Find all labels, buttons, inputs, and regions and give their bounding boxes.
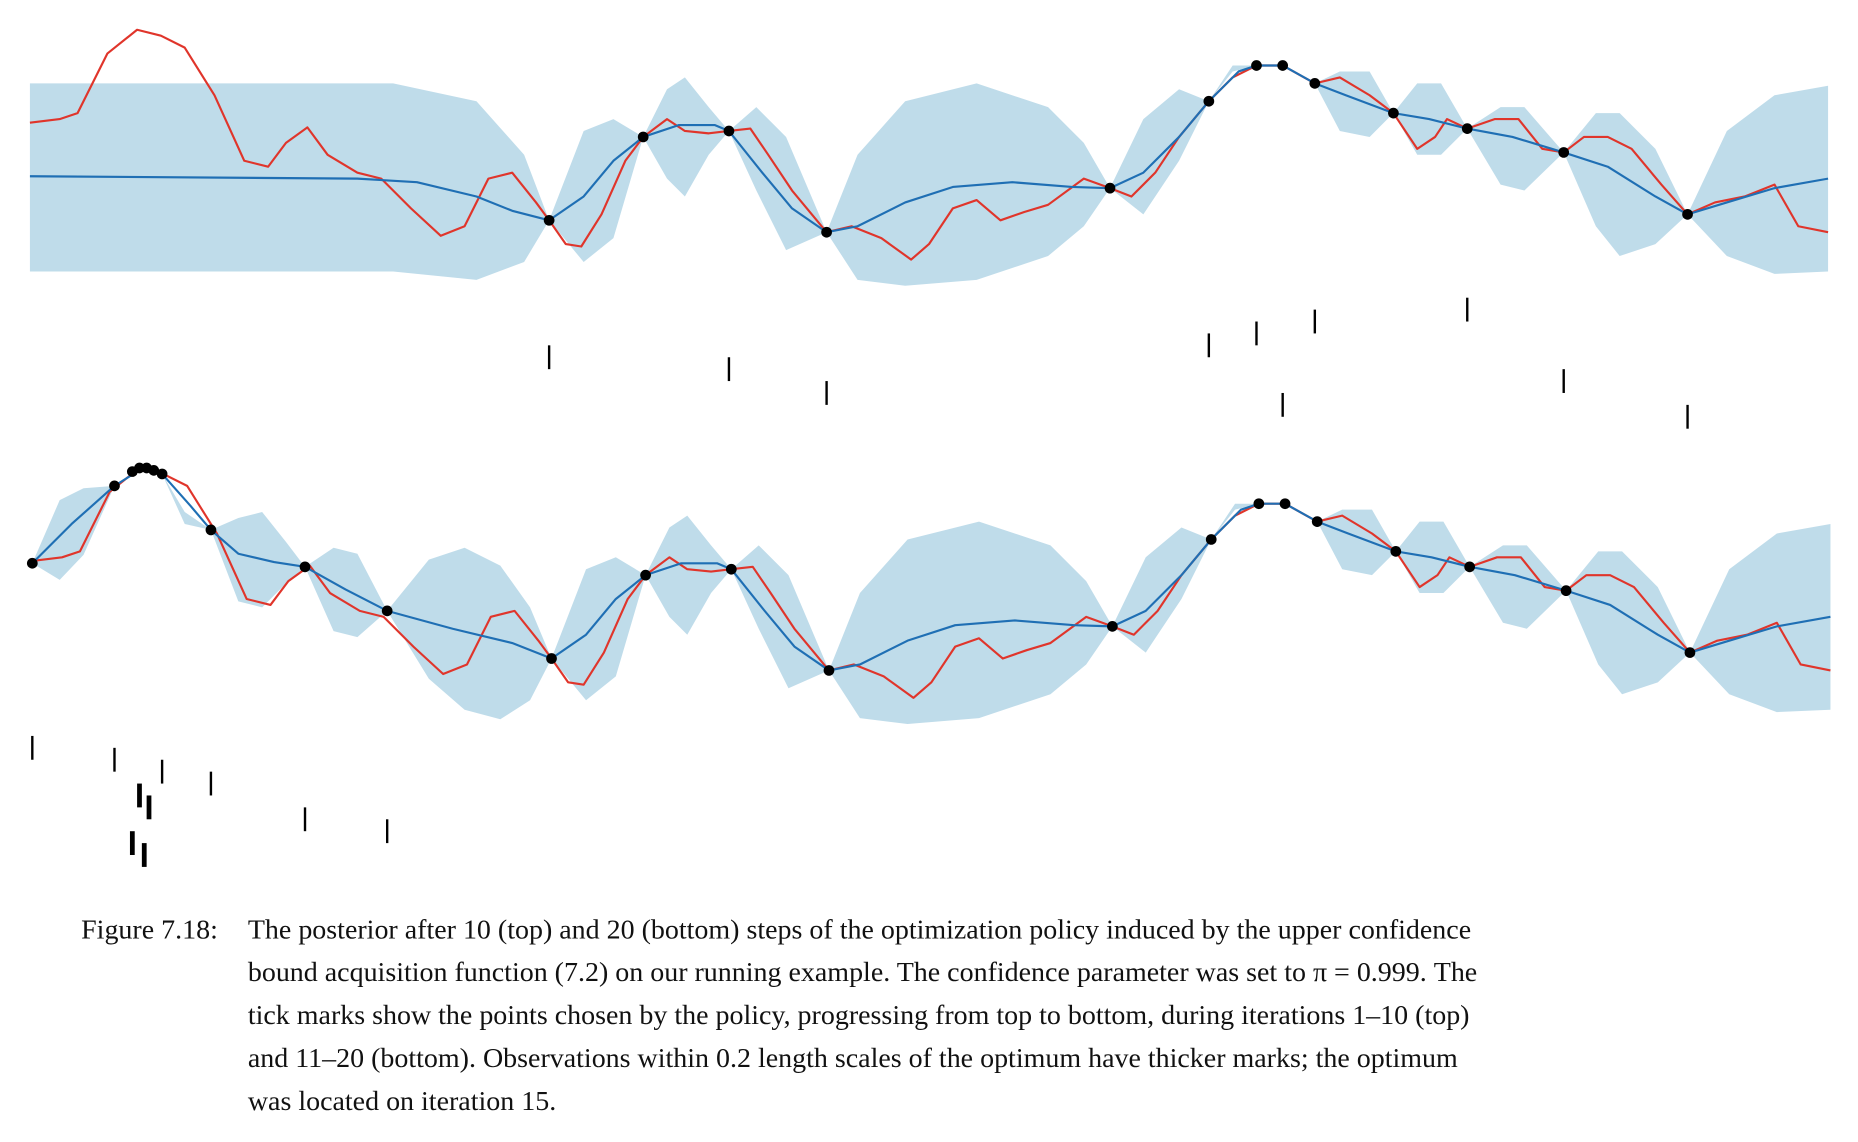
observation xyxy=(637,131,649,143)
objective-line xyxy=(32,466,1831,699)
observation xyxy=(1461,123,1473,134)
observation xyxy=(1277,60,1289,71)
observation xyxy=(543,214,555,226)
observation xyxy=(821,226,832,238)
observation xyxy=(148,465,160,476)
observation xyxy=(26,557,38,569)
objective-line xyxy=(29,28,1829,261)
observation xyxy=(205,524,217,536)
credible-band xyxy=(32,467,1831,725)
observation xyxy=(1104,182,1116,194)
observation xyxy=(1107,621,1118,632)
observation xyxy=(1311,516,1323,527)
observation xyxy=(1279,498,1291,510)
observation xyxy=(1203,95,1215,107)
caption-line: tick marks show the points chosen by the… xyxy=(248,1000,1470,1031)
observation xyxy=(1682,208,1693,220)
observation xyxy=(299,561,311,573)
observation xyxy=(1560,585,1572,597)
observation xyxy=(725,563,737,575)
observation xyxy=(1390,545,1402,557)
observation xyxy=(156,468,168,480)
observation xyxy=(823,665,835,676)
observation xyxy=(640,569,651,581)
observation xyxy=(381,605,393,617)
caption-line: The posterior after 10 (top) and 20 (bot… xyxy=(248,914,1471,945)
observation xyxy=(1684,647,1696,658)
caption-label: Figure 7.18: xyxy=(81,914,218,945)
observation xyxy=(1388,107,1399,119)
observation xyxy=(1253,498,1265,510)
observation xyxy=(1558,147,1570,158)
observation xyxy=(109,480,120,492)
caption-line: and 11–20 (bottom). Observations within … xyxy=(248,1043,1458,1074)
mean-line xyxy=(29,64,1829,234)
observation xyxy=(1464,561,1475,573)
caption-line: was located on iteration 15. xyxy=(248,1086,556,1117)
observation xyxy=(546,653,557,664)
observation xyxy=(723,125,735,137)
observation xyxy=(1309,77,1321,89)
observation xyxy=(1205,534,1217,545)
caption-line: bound acquisition function (7.2) on our … xyxy=(248,957,1477,988)
observation xyxy=(1251,60,1262,71)
credible-band xyxy=(29,65,1829,286)
